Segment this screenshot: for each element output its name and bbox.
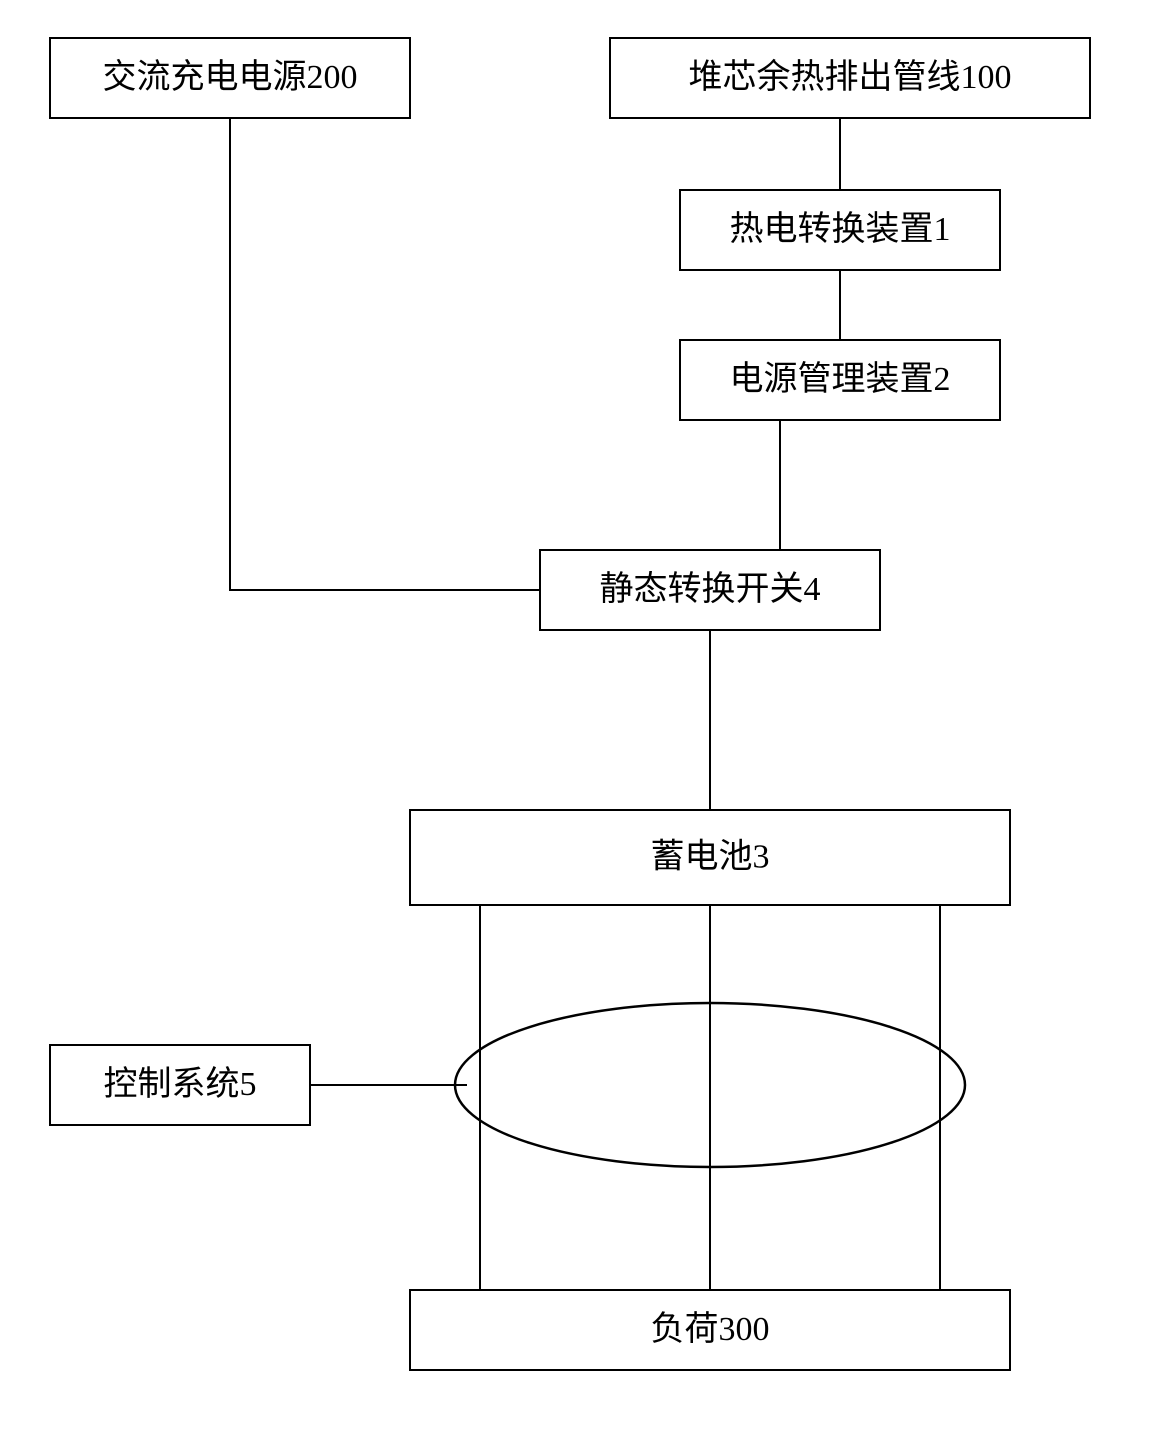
node-label-load: 负荷300 [651,1310,770,1348]
node-pwr_mgmt: 电源管理装置2 [680,340,1000,420]
node-ac_charger: 交流充电电源200 [50,38,410,118]
node-battery: 蓄电池3 [410,810,1010,905]
node-label-ctrl_sys: 控制系统5 [104,1065,257,1103]
node-label-static_sw: 静态转换开关4 [600,570,821,608]
node-core_heat: 堆芯余热排出管线100 [610,38,1090,118]
node-label-ac_charger: 交流充电电源200 [103,58,358,96]
node-label-pwr_mgmt: 电源管理装置2 [730,360,951,398]
edge-ac_charger-static_sw [230,118,540,590]
node-load: 负荷300 [410,1290,1010,1370]
node-ctrl_sys: 控制系统5 [50,1045,310,1125]
node-label-core_heat: 堆芯余热排出管线100 [689,58,1012,96]
node-thermo: 热电转换装置1 [680,190,1000,270]
node-label-thermo: 热电转换装置1 [730,210,951,248]
node-label-battery: 蓄电池3 [651,837,770,875]
node-static_sw: 静态转换开关4 [540,550,880,630]
